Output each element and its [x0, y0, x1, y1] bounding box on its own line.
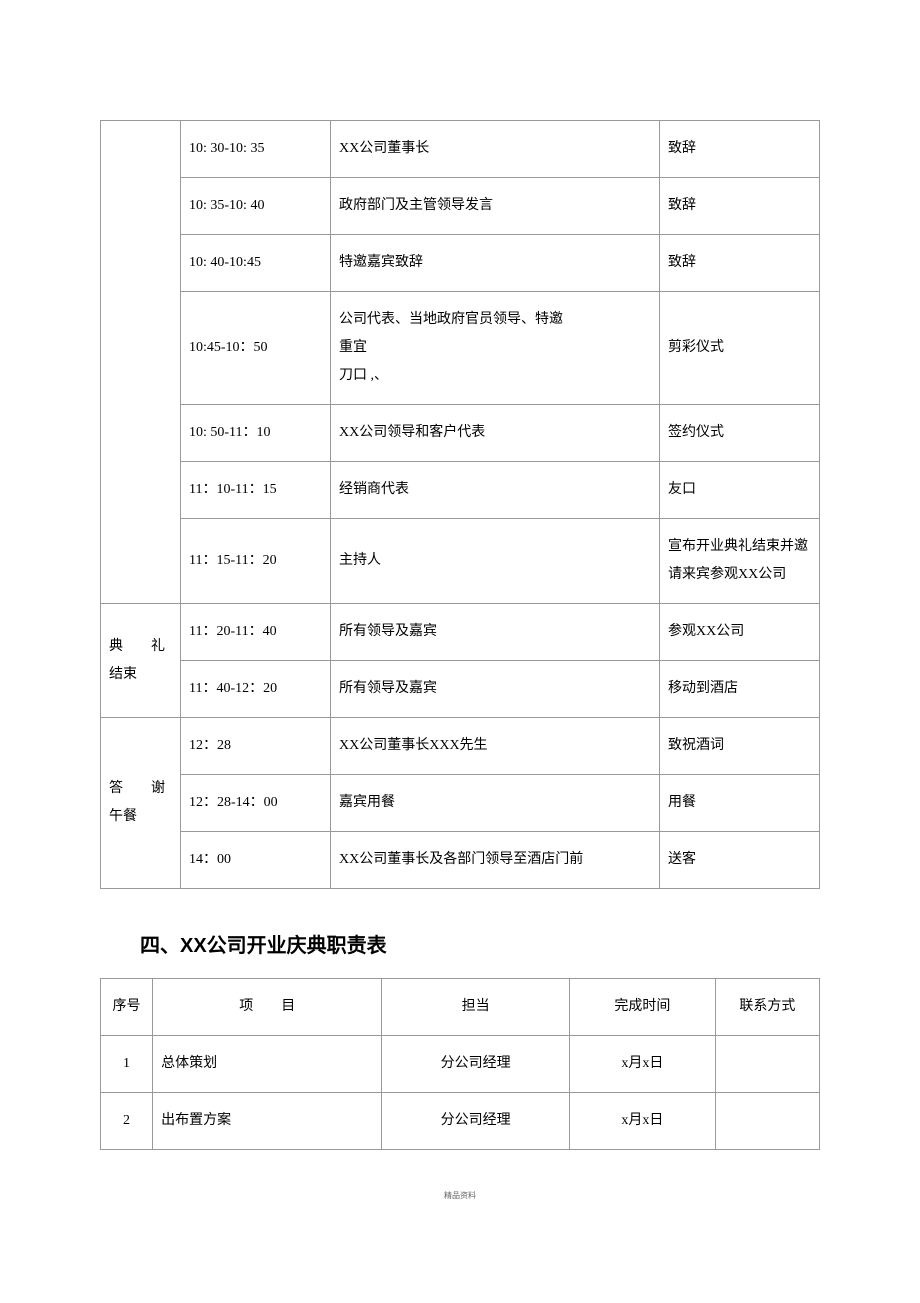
- what-cell: 友口: [660, 462, 820, 519]
- no-cell: 1: [101, 1036, 153, 1093]
- schedule-row: 14：00 XX公司董事长及各部门领导至酒店门前 送客: [101, 832, 820, 889]
- time-cell: 10: 30-10: 35: [181, 121, 331, 178]
- time-cell: 11：20-11：40: [181, 604, 331, 661]
- what-cell: 致辞: [660, 121, 820, 178]
- header-contact: 联系方式: [715, 979, 819, 1036]
- time-cell: 10: 35-10: 40: [181, 178, 331, 235]
- time-cell: 11：15-11：20: [181, 519, 331, 604]
- item-cell: 出布置方案: [153, 1093, 382, 1150]
- duties-row: 2 出布置方案 分公司经理 x月x日: [101, 1093, 820, 1150]
- who-cell: 嘉宾用餐: [331, 775, 660, 832]
- who-cell: 主持人: [331, 519, 660, 604]
- who-cell: 所有领导及嘉宾: [331, 661, 660, 718]
- duties-row: 1 总体策划 分公司经理 x月x日: [101, 1036, 820, 1093]
- what-cell: 用餐: [660, 775, 820, 832]
- who-cell: XX公司领导和客户代表: [331, 405, 660, 462]
- schedule-row: 10: 40-10:45 特邀嘉宾致辞 致辞: [101, 235, 820, 292]
- section-cell: 典 礼结束: [101, 604, 181, 718]
- section-cell: [101, 121, 181, 604]
- section-title: 四、XX公司开业庆典职责表: [140, 929, 820, 958]
- what-cell: 签约仪式: [660, 405, 820, 462]
- no-cell: 2: [101, 1093, 153, 1150]
- item-cell: 总体策划: [153, 1036, 382, 1093]
- what-cell: 送客: [660, 832, 820, 889]
- header-owner: 担当: [382, 979, 570, 1036]
- who-cell: XX公司董事长: [331, 121, 660, 178]
- deadline-cell: x月x日: [569, 1093, 715, 1150]
- who-cell: 所有领导及嘉宾: [331, 604, 660, 661]
- section-cell: 答 谢午餐: [101, 718, 181, 889]
- schedule-row: 典 礼结束 11：20-11：40 所有领导及嘉宾 参观XX公司: [101, 604, 820, 661]
- header-no: 序号: [101, 979, 153, 1036]
- time-cell: 10:45-10：50: [181, 292, 331, 405]
- who-cell: 特邀嘉宾致辞: [331, 235, 660, 292]
- schedule-row: 12：28-14：00 嘉宾用餐 用餐: [101, 775, 820, 832]
- who-cell: XX公司董事长XXX先生: [331, 718, 660, 775]
- contact-cell: [715, 1036, 819, 1093]
- what-cell: 致辞: [660, 178, 820, 235]
- what-cell: 致辞: [660, 235, 820, 292]
- what-cell: 参观XX公司: [660, 604, 820, 661]
- duties-table: 序号 项 目 担当 完成时间 联系方式 1 总体策划 分公司经理 x月x日 2 …: [100, 978, 820, 1150]
- footer-text: 精品资料: [100, 1190, 820, 1201]
- schedule-row: 11：15-11：20 主持人 宣布开业典礼结束并邀请来宾参观XX公司: [101, 519, 820, 604]
- schedule-row: 10: 35-10: 40 政府部门及主管领导发言 致辞: [101, 178, 820, 235]
- schedule-row: 11：10-11：15 经销商代表 友口: [101, 462, 820, 519]
- what-cell: 移动到酒店: [660, 661, 820, 718]
- header-deadline: 完成时间: [569, 979, 715, 1036]
- owner-cell: 分公司经理: [382, 1036, 570, 1093]
- who-cell: XX公司董事长及各部门领导至酒店门前: [331, 832, 660, 889]
- who-cell: 公司代表、当地政府官员领导、特邀 重宜 刀口 ,、: [331, 292, 660, 405]
- time-cell: 14：00: [181, 832, 331, 889]
- time-cell: 10: 50-11：10: [181, 405, 331, 462]
- schedule-row: 10:45-10：50 公司代表、当地政府官员领导、特邀 重宜 刀口 ,、 剪彩…: [101, 292, 820, 405]
- time-cell: 10: 40-10:45: [181, 235, 331, 292]
- schedule-row: 答 谢午餐 12：28 XX公司董事长XXX先生 致祝酒词: [101, 718, 820, 775]
- deadline-cell: x月x日: [569, 1036, 715, 1093]
- who-cell: 政府部门及主管领导发言: [331, 178, 660, 235]
- time-cell: 11：40-12：20: [181, 661, 331, 718]
- time-cell: 11：10-11：15: [181, 462, 331, 519]
- who-cell: 经销商代表: [331, 462, 660, 519]
- duties-header-row: 序号 项 目 担当 完成时间 联系方式: [101, 979, 820, 1036]
- time-cell: 12：28: [181, 718, 331, 775]
- contact-cell: [715, 1093, 819, 1150]
- schedule-row: 10: 50-11：10 XX公司领导和客户代表 签约仪式: [101, 405, 820, 462]
- what-cell: 致祝酒词: [660, 718, 820, 775]
- what-cell: 宣布开业典礼结束并邀请来宾参观XX公司: [660, 519, 820, 604]
- schedule-row: 11：40-12：20 所有领导及嘉宾 移动到酒店: [101, 661, 820, 718]
- what-cell: 剪彩仪式: [660, 292, 820, 405]
- owner-cell: 分公司经理: [382, 1093, 570, 1150]
- schedule-table: 10: 30-10: 35 XX公司董事长 致辞 10: 35-10: 40 政…: [100, 120, 820, 889]
- header-item: 项 目: [153, 979, 382, 1036]
- time-cell: 12：28-14：00: [181, 775, 331, 832]
- schedule-row: 10: 30-10: 35 XX公司董事长 致辞: [101, 121, 820, 178]
